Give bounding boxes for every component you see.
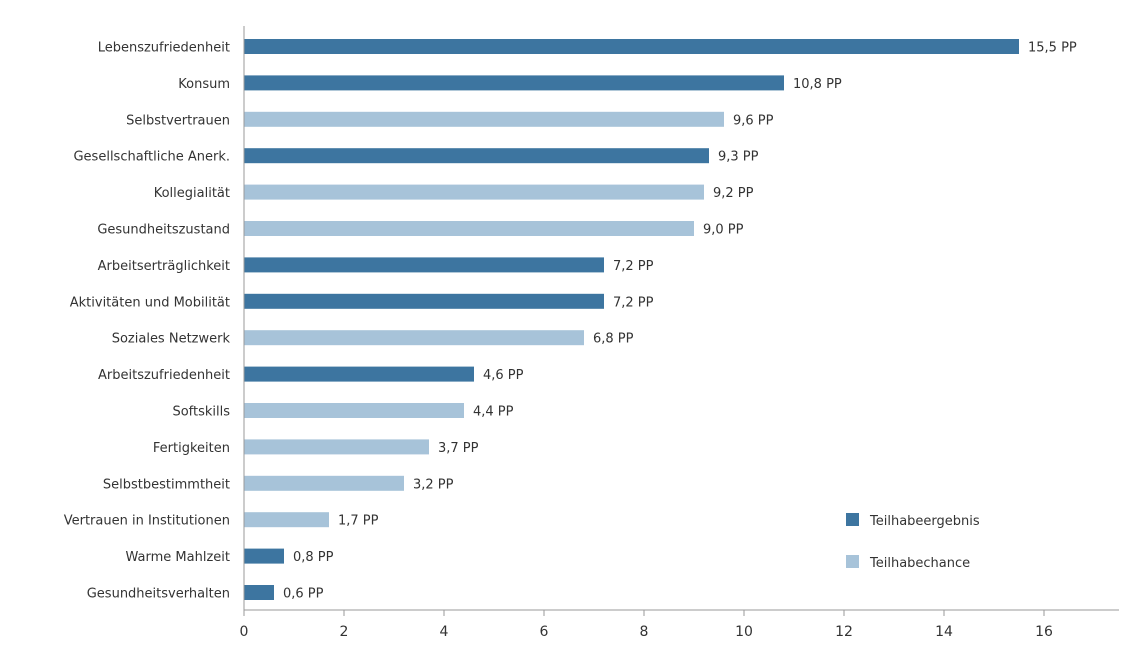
- category-label-gesundheitsverhalten: Gesundheitsverhalten: [87, 587, 230, 602]
- bar-lebenszufriedenheit: [244, 39, 1019, 54]
- x-tick-label-8: 8: [640, 624, 649, 640]
- value-label-gesellschaftliche-anerk: 9,3 PP: [718, 150, 759, 165]
- x-tick-label-4: 4: [440, 624, 449, 640]
- category-label-gesellschaftliche-anerk: Gesellschaftliche Anerk.: [73, 150, 230, 165]
- bar-gesellschaftliche-anerk: [244, 148, 709, 164]
- x-tick-label-14: 14: [935, 624, 953, 640]
- bars-group: [244, 39, 1019, 600]
- bar-arbeitszufriedenheit: [244, 366, 474, 382]
- category-label-arbeitsertraglichkeit: Arbeitserträglichkeit: [98, 259, 230, 274]
- value-label-selbstvertrauen: 9,6 PP: [733, 113, 774, 128]
- category-label-aktivitaten-und-mobilitat: Aktivitäten und Mobilität: [70, 295, 230, 310]
- bar-warme-mahlzeit: [244, 548, 284, 564]
- bar-vertrauen-in-institutionen: [244, 512, 329, 528]
- value-label-fertigkeiten: 3,7 PP: [438, 441, 479, 456]
- x-tick-label-0: 0: [240, 624, 249, 640]
- bar-aktivitaten-und-mobilitat: [244, 293, 604, 309]
- x-tick-label-10: 10: [735, 624, 753, 640]
- value-label-arbeitsertraglichkeit: 7,2 PP: [613, 259, 654, 274]
- value-label-warme-mahlzeit: 0,8 PP: [293, 550, 334, 565]
- legend: Teilhabeergebnis Teilhabechance: [846, 513, 980, 571]
- x-tick-label-16: 16: [1035, 624, 1053, 640]
- value-label-gesundheitsverhalten: 0,6 PP: [283, 587, 324, 602]
- category-label-arbeitszufriedenheit: Arbeitszufriedenheit: [98, 368, 230, 383]
- category-labels: Lebenszufriedenheit Konsum Selbstvertrauen…: [64, 41, 231, 602]
- x-tick-label-12: 12: [835, 624, 853, 640]
- value-label-soziales-netzwerk: 6,8 PP: [593, 332, 634, 347]
- value-label-konsum: 10,8 PP: [793, 77, 842, 92]
- category-label-fertigkeiten: Fertigkeiten: [153, 441, 230, 456]
- x-tick-label-2: 2: [340, 624, 349, 640]
- category-label-softskills: Softskills: [172, 405, 230, 420]
- category-label-konsum: Konsum: [178, 77, 230, 92]
- bar-konsum: [244, 75, 784, 91]
- bar-gesundheitsverhalten: [244, 585, 274, 600]
- axes: [243, 26, 1119, 611]
- category-label-selbstvertrauen: Selbstvertrauen: [126, 113, 230, 128]
- legend-swatch-teilhabeergebnis: [846, 513, 859, 526]
- bar-kollegialitat: [244, 184, 704, 200]
- bar-gesundheitszustand: [244, 221, 694, 236]
- bar-arbeitsertraglichkeit: [244, 257, 604, 273]
- bar-selbstbestimmtheit: [244, 475, 404, 491]
- value-label-softskills: 4,4 PP: [473, 405, 514, 420]
- bar-soziales-netzwerk: [244, 330, 584, 346]
- legend-label-teilhabechance: Teilhabechance: [869, 556, 970, 571]
- value-label-lebenszufriedenheit: 15,5 PP: [1028, 41, 1077, 56]
- bar-selbstvertrauen: [244, 111, 724, 127]
- category-label-warme-mahlzeit: Warme Mahlzeit: [126, 550, 230, 565]
- category-label-selbstbestimmtheit: Selbstbestimmtheit: [103, 477, 230, 492]
- category-label-vertrauen-in-institutionen: Vertrauen in Institutionen: [64, 514, 230, 529]
- x-tick-label-6: 6: [540, 624, 549, 640]
- value-label-gesundheitszustand: 9,0 PP: [703, 223, 744, 238]
- value-labels: 15,5 PP 10,8 PP 9,6 PP 9,3 PP 9,2 PP 9,0 PP 7,…: [283, 41, 1077, 602]
- category-label-gesundheitszustand: Gesundheitszustand: [97, 223, 230, 238]
- value-label-arbeitszufriedenheit: 4,6 PP: [483, 368, 524, 383]
- x-axis-ticks: 0 2 4 6 8 10 12 14 16: [240, 610, 1053, 640]
- category-label-soziales-netzwerk: Soziales Netzwerk: [112, 332, 231, 347]
- category-label-kollegialitat: Kollegialität: [154, 186, 230, 201]
- bar-fertigkeiten: [244, 439, 429, 455]
- value-label-aktivitaten-und-mobilitat: 7,2 PP: [613, 295, 654, 310]
- legend-label-teilhabeergebnis: Teilhabeergebnis: [869, 514, 980, 529]
- bar-softskills: [244, 403, 464, 418]
- legend-swatch-teilhabechance: [846, 555, 859, 568]
- value-label-kollegialitat: 9,2 PP: [713, 186, 754, 201]
- value-label-selbstbestimmtheit: 3,2 PP: [413, 477, 454, 492]
- value-label-vertrauen-in-institutionen: 1,7 PP: [338, 514, 379, 529]
- category-label-lebenszufriedenheit: Lebenszufriedenheit: [98, 41, 230, 56]
